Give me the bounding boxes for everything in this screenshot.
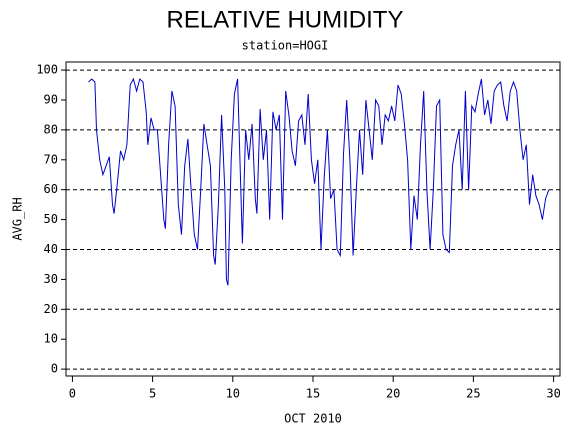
y-tick-label: 20 (44, 302, 58, 316)
y-tick-label: 40 (44, 242, 58, 256)
y-axis-label: AVG_RH (11, 197, 25, 240)
x-tick-label: 30 (546, 387, 560, 401)
y-tick-label: 50 (44, 212, 58, 226)
chart-subtitle: station=HOGI (242, 39, 329, 53)
y-tick-label: 10 (44, 332, 58, 346)
x-tick-label: 10 (226, 387, 240, 401)
chart-title: RELATIVE HUMIDITY (167, 6, 404, 33)
x-tick-label: 20 (386, 387, 400, 401)
y-tick-label: 0 (51, 362, 58, 376)
y-tick-label: 60 (44, 182, 58, 196)
y-tick-label: 100 (36, 63, 58, 77)
x-tick-label: 5 (149, 387, 156, 401)
y-tick-label: 80 (44, 122, 58, 136)
y-tick-label: 30 (44, 272, 58, 286)
y-tick-label: 70 (44, 152, 58, 166)
x-tick-label: 0 (69, 387, 76, 401)
x-tick-label: 25 (466, 387, 480, 401)
data-line (88, 77, 550, 286)
x-axis-label: OCT 2010 (284, 412, 342, 426)
x-tick-label: 15 (306, 387, 320, 401)
y-tick-label: 90 (44, 92, 58, 106)
